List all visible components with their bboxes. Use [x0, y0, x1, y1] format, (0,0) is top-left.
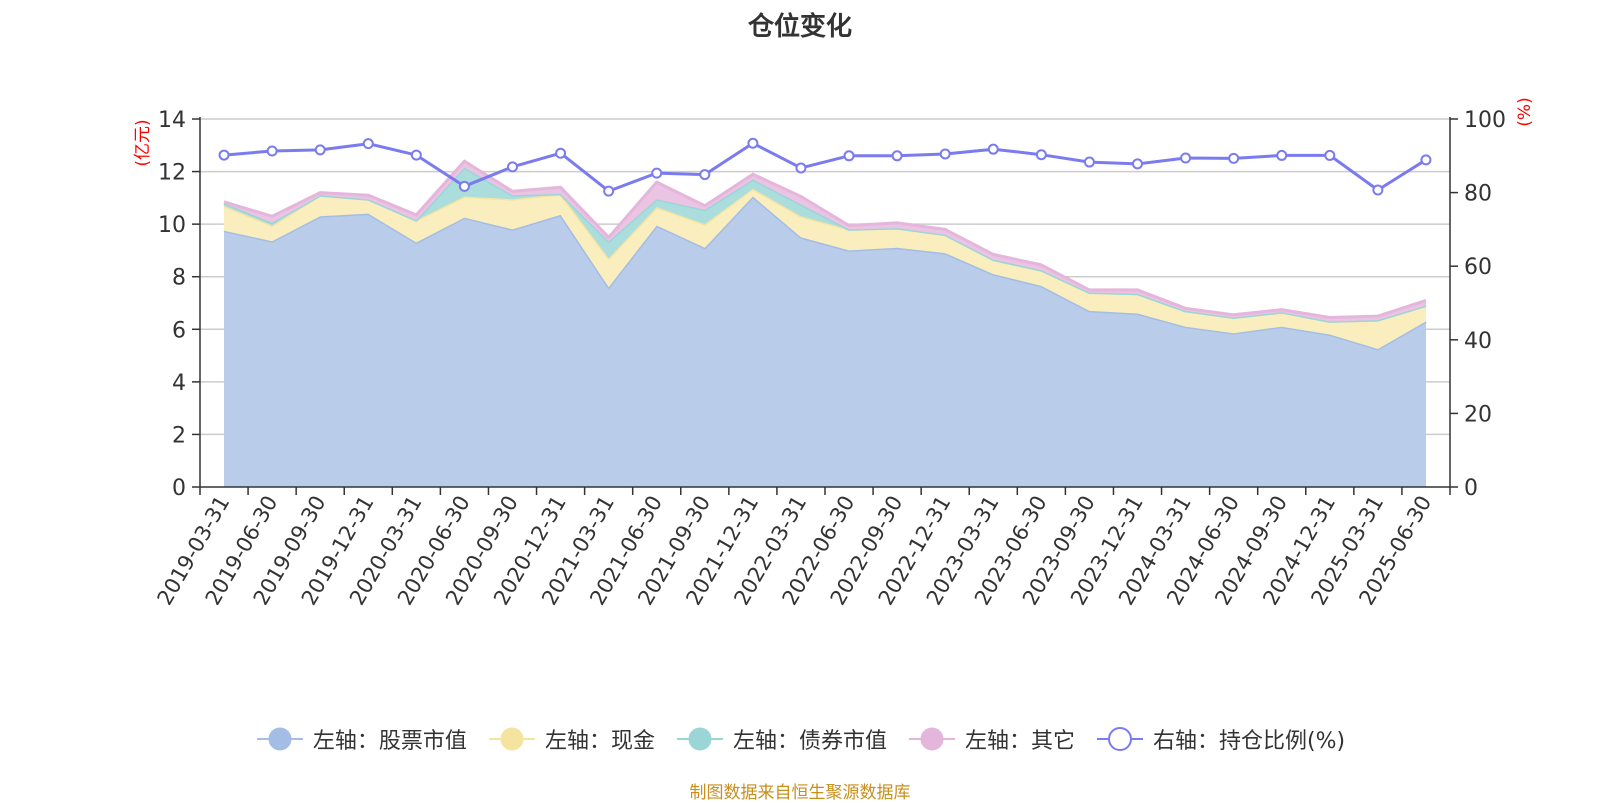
- area-series-2: [224, 188, 1426, 349]
- area-series-1: [224, 196, 1426, 487]
- left-axis-tick-label: 8: [172, 266, 186, 291]
- legend-label: 左轴：现金: [544, 729, 655, 754]
- ratio-point: [1228, 152, 1240, 164]
- ratio-point: [1324, 149, 1336, 161]
- right-axis-tick-label: 40: [1464, 329, 1492, 354]
- source-footer: 制图数据来自恒生聚源数据库: [689, 783, 911, 803]
- legend-marker-icon: [908, 727, 955, 751]
- legend-item[interactable]: 左轴：现金: [487, 723, 655, 755]
- ratio-point: [987, 143, 999, 155]
- legend-marker-icon: [676, 727, 723, 751]
- ratio-point: [795, 162, 807, 174]
- left-axis-tick-label: 6: [172, 318, 186, 343]
- ratio-point: [507, 161, 518, 173]
- ratio-point: [603, 185, 615, 197]
- left-axis-tick-label: 12: [158, 161, 186, 186]
- ratio-point: [362, 138, 374, 150]
- right-axis-tick-label: 0: [1464, 476, 1478, 501]
- chart-title: 仓位变化: [747, 12, 852, 42]
- ratio-line: [223, 141, 1427, 193]
- ratio-point: [1083, 156, 1095, 168]
- chart: 024681012140204060801002019-03-312019-06…: [133, 97, 1535, 609]
- legend-label: 左轴：债券市值: [732, 729, 887, 754]
- left-axis-tick-label: 10: [158, 213, 186, 238]
- legend-label: 左轴：股票市值: [312, 729, 467, 754]
- ratio-point: [1132, 158, 1143, 170]
- ratio-point: [1420, 154, 1432, 166]
- ratio-point: [843, 150, 855, 162]
- ratio-point: [1180, 152, 1192, 164]
- ratio-point: [555, 147, 567, 159]
- legend-label: 左轴：其它: [964, 729, 1075, 754]
- ratio-point: [1035, 149, 1047, 161]
- ratio-point: [458, 180, 470, 192]
- ratio-point: [699, 169, 711, 181]
- legend-label: 右轴：持仓比例(%): [1152, 729, 1346, 754]
- ratio-point: [314, 144, 326, 156]
- right-axis-tick-label: 80: [1464, 182, 1492, 207]
- left-axis-tick-label: 0: [172, 476, 186, 501]
- left-axis-tick-label: 4: [172, 371, 186, 396]
- right-axis-tick-label: 60: [1464, 255, 1492, 280]
- ratio-point: [891, 150, 903, 162]
- left-axis-title: (亿元): [133, 119, 153, 166]
- ratio-point: [266, 145, 278, 157]
- right-axis-tick-label: 20: [1464, 402, 1492, 427]
- legend-marker-icon: [256, 727, 303, 751]
- ratio-point: [1372, 184, 1384, 196]
- ratio-point: [939, 148, 951, 160]
- ratio-point: [410, 149, 422, 161]
- legend-marker-icon: [1096, 727, 1143, 751]
- legend-item[interactable]: 左轴：股票市值: [255, 723, 467, 755]
- ratio-point: [651, 167, 663, 179]
- legend-item[interactable]: 右轴：持仓比例(%): [1095, 723, 1345, 755]
- ratio-point: [747, 137, 759, 149]
- ratio-point: [218, 149, 230, 161]
- legend-item[interactable]: 左轴：债券市值: [675, 723, 887, 755]
- left-axis-tick-label: 2: [172, 423, 186, 448]
- ratio-point: [1276, 149, 1288, 161]
- legend-marker-icon: [488, 727, 535, 751]
- legend: 左轴：股票市值 左轴：现金 左轴：债券市值 左轴：其它 右轴：持仓比例(%): [0, 724, 1600, 754]
- legend-item[interactable]: 左轴：其它: [907, 723, 1075, 755]
- area-series-4-line: [223, 159, 1427, 319]
- right-axis-tick-label: 100: [1464, 108, 1506, 133]
- right-axis-title: (%): [1515, 97, 1535, 126]
- left-axis-tick-label: 14: [158, 108, 186, 133]
